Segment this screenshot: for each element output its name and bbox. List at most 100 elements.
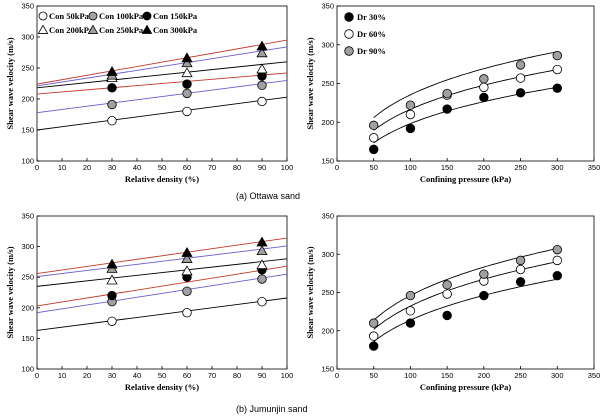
data-point <box>182 79 192 89</box>
x-tick-label: 40 <box>133 163 141 172</box>
x-axis-label: Confining pressure (kPa) <box>420 382 511 392</box>
data-point <box>369 318 379 328</box>
x-tick-label: 0 <box>335 371 339 380</box>
legend-marker <box>344 46 354 56</box>
caption-jumunjin: (b) Jumunjin sand <box>236 404 308 414</box>
fit-line <box>36 245 288 278</box>
data-point <box>479 92 489 103</box>
legend-marker <box>88 11 98 21</box>
x-tick-label: 90 <box>258 163 266 172</box>
legend-marker <box>344 29 354 39</box>
data-point <box>515 264 526 275</box>
data-point <box>256 259 268 270</box>
data-point <box>106 65 118 76</box>
data-point <box>442 280 452 290</box>
data-point <box>515 60 526 70</box>
data-point <box>181 52 193 63</box>
data-point <box>256 40 268 51</box>
data-point <box>256 245 268 255</box>
legend-label: Con 150kPa <box>153 11 198 21</box>
fit-line <box>36 273 288 314</box>
y-tick-label: 300 <box>21 242 34 251</box>
x-tick-label: 150 <box>441 163 454 172</box>
data-point <box>405 306 416 316</box>
legend-label: Dr 90% <box>357 46 386 56</box>
y-tick-label: 100 <box>21 365 34 374</box>
x-tick-label: 350 <box>588 371 600 380</box>
x-tick-label: 150 <box>441 371 454 380</box>
data-point <box>405 109 416 120</box>
legend-marker <box>141 24 153 34</box>
chart-ottawa-pressure: 0 50 100 150 200 250 300 350 150 200 250 300 350 Conf… <box>305 2 600 185</box>
y-tick-label: 350 <box>21 2 34 11</box>
data-point <box>181 246 193 257</box>
data-point <box>257 96 267 107</box>
fit-line <box>36 265 288 307</box>
fit-curve <box>373 261 558 330</box>
legend-marker <box>38 11 48 21</box>
x-tick-label: 10 <box>58 371 66 380</box>
x-tick-label: 20 <box>83 163 91 172</box>
data-point <box>515 277 526 287</box>
y-tick-label: 150 <box>21 334 34 343</box>
fit-line <box>36 297 288 331</box>
y-tick-label: 200 <box>21 95 34 104</box>
data-point <box>107 99 117 110</box>
x-axis-label: Relative density (%) <box>125 174 199 184</box>
data-point <box>256 63 268 74</box>
caption-ottawa: (a) Ottawa sand <box>236 191 300 201</box>
data-point <box>107 290 117 301</box>
x-tick-label: 100 <box>281 163 294 172</box>
data-point <box>369 144 379 155</box>
legend-label: Con 250kPa <box>99 25 144 35</box>
x-tick-label: 30 <box>108 371 116 380</box>
fit-curve <box>373 69 558 131</box>
legend-marker <box>344 12 354 22</box>
x-tick-label: 10 <box>58 163 66 172</box>
fit-line <box>36 258 288 287</box>
data-point <box>107 316 117 326</box>
data-point <box>405 100 416 110</box>
fit-curve <box>373 86 558 144</box>
chart-ottawa-density: 0 10 20 30 40 50 60 70 80 90 100 100 150 200 250 300 350… <box>5 2 293 185</box>
x-tick-label: 60 <box>183 163 191 172</box>
y-tick-label: 150 <box>321 157 334 166</box>
data-point <box>442 104 452 114</box>
x-tick-label: 300 <box>551 163 564 172</box>
data-point <box>369 341 379 351</box>
x-tick-label: 50 <box>158 371 166 380</box>
data-point <box>257 80 267 91</box>
chart-jumunjin-density: 0 10 20 30 40 50 60 70 80 90 100 100 150 200 250 300 350… <box>5 212 293 393</box>
data-point <box>479 82 489 93</box>
y-tick-label: 150 <box>21 126 34 135</box>
y-tick-label: 350 <box>321 212 334 221</box>
x-tick-label: 70 <box>208 163 216 172</box>
x-axis-label: Relative density (%) <box>125 382 199 392</box>
y-tick-label: 250 <box>21 273 34 282</box>
x-tick-label: 0 <box>335 163 339 172</box>
fit-line <box>36 237 288 274</box>
fit-line <box>36 39 288 85</box>
x-tick-label: 300 <box>551 371 564 380</box>
x-tick-label: 40 <box>133 371 141 380</box>
data-point <box>442 88 452 99</box>
x-tick-label: 0 <box>35 163 39 172</box>
data-point <box>182 88 192 99</box>
y-tick-label: 250 <box>21 64 34 73</box>
data-point <box>405 318 416 328</box>
data-point <box>106 258 118 269</box>
legend-marker <box>87 24 99 34</box>
fit-line <box>36 61 288 89</box>
x-tick-label: 70 <box>208 371 216 380</box>
data-point <box>257 274 267 284</box>
data-point <box>442 289 452 299</box>
data-point <box>182 106 192 117</box>
legend-marker <box>37 24 49 34</box>
y-tick-label: 200 <box>321 326 334 335</box>
data-point <box>369 120 379 131</box>
data-point <box>257 296 267 307</box>
legend-label: Con 50kPa <box>49 11 90 21</box>
x-tick-label: 90 <box>258 371 266 380</box>
x-tick-label: 50 <box>370 163 378 172</box>
data-point <box>515 255 526 266</box>
